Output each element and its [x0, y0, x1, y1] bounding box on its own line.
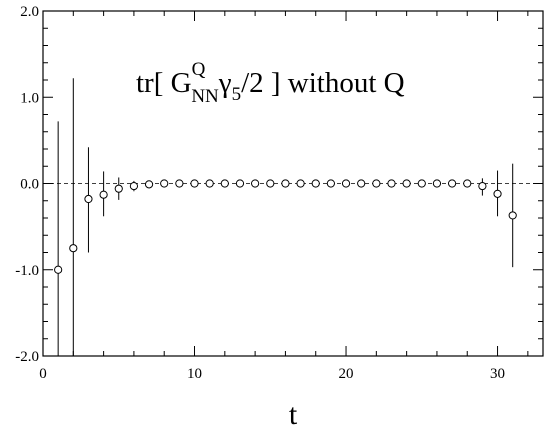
y-tick-label: -1.0: [15, 263, 39, 279]
annotation-superscript: Q: [192, 59, 206, 80]
data-point: [357, 179, 366, 188]
data-point: [266, 179, 275, 188]
x-axis-title: t: [289, 398, 298, 429]
data-point: [478, 181, 487, 191]
data-point: [296, 179, 305, 188]
y-tick-label: 2.0: [20, 4, 39, 20]
y-tick-label: 1.0: [20, 90, 39, 106]
data-point: [508, 211, 517, 220]
data-point: [432, 179, 442, 188]
data-point: [341, 179, 351, 188]
data-point: [114, 184, 123, 193]
plot-annotation: tr[ GQ NNγ5/2 ] without Q: [136, 59, 405, 107]
data-point: [220, 179, 229, 188]
data-point: [205, 179, 214, 188]
data-point: [160, 179, 169, 188]
annotation-suffix: /2 ] without Q: [241, 67, 405, 99]
data-point: [387, 179, 396, 188]
data-point: [417, 179, 426, 188]
tick-labels: 0 10 20 30 2.0 1.0 0.0 -1.0 -2.0: [15, 4, 505, 382]
annotation-prefix: tr[ G: [136, 67, 192, 99]
x-tick-label: 20: [339, 366, 354, 382]
data-point: [251, 179, 260, 188]
y-tick-label: 0.0: [20, 177, 39, 193]
data-point: [402, 179, 411, 188]
data-point: [281, 179, 290, 188]
data-point: [144, 180, 154, 189]
data-point: [99, 190, 108, 199]
data-points: [54, 78, 517, 356]
annotation-gamma-subscript: 5: [232, 84, 242, 105]
data-point: [69, 244, 78, 253]
data-point: [129, 181, 139, 191]
data-point: [372, 179, 381, 188]
plot-frame: [42, 10, 544, 357]
data-point: [54, 265, 63, 274]
data-point: [235, 179, 245, 188]
annotation-subscript: NN: [191, 86, 219, 107]
data-point: [447, 179, 457, 188]
data-point: [190, 179, 199, 188]
data-point: [84, 194, 93, 204]
data-point: [493, 189, 502, 198]
x-tick-label: 30: [490, 366, 505, 382]
data-point: [463, 179, 472, 188]
data-point: [175, 179, 184, 188]
x-tick-label: 0: [39, 366, 47, 382]
y-tick-label: -2.0: [15, 349, 39, 365]
x-tick-label: 10: [187, 366, 202, 382]
data-point: [311, 179, 320, 188]
annotation-gamma: γ: [218, 67, 232, 99]
data-point: [326, 179, 335, 188]
